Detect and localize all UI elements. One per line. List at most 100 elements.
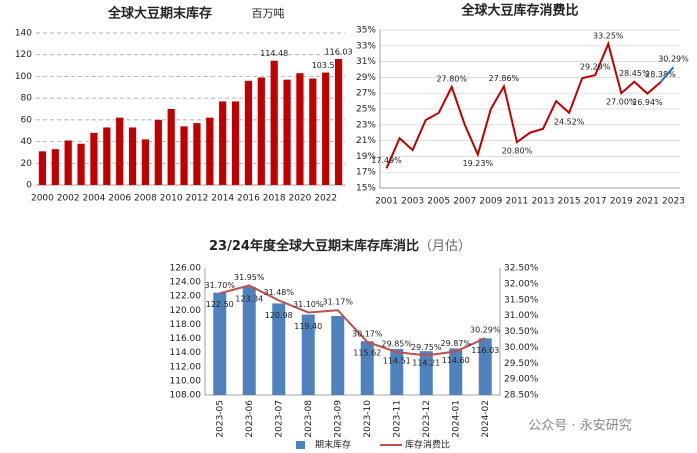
x-tick-label: 2021 xyxy=(636,197,659,207)
data-label: 114.48 xyxy=(260,49,288,58)
bar xyxy=(180,126,188,185)
bar xyxy=(334,59,343,186)
bar xyxy=(231,101,240,185)
data-label: 119.40 xyxy=(294,322,322,331)
data-label: 29.85% xyxy=(381,340,412,349)
y-tick-label: 15% xyxy=(356,184,376,194)
bar xyxy=(51,149,59,185)
bar xyxy=(257,77,265,185)
data-label: 27.00% xyxy=(606,98,637,107)
y-tick-label: 40 xyxy=(21,137,33,147)
x-tick-label: 2023-07 xyxy=(274,400,284,438)
x-tick-label: 2024-02 xyxy=(481,400,491,438)
data-label: 116.03 xyxy=(471,346,499,355)
x-tick-label: 2024-01 xyxy=(451,400,461,438)
data-label: 120.98 xyxy=(265,311,293,320)
x-tick-label: 2023-11 xyxy=(392,400,402,438)
y-tick-label: 120 xyxy=(15,50,32,60)
bar xyxy=(77,143,85,185)
data-label: 30.29% xyxy=(658,55,689,64)
y-tick-label: 17% xyxy=(356,168,376,178)
watermark: 公众号 · 永安研究 xyxy=(528,419,631,434)
x-tick-label: 2012 xyxy=(185,194,208,204)
data-label: 27.80% xyxy=(436,74,467,83)
chart-title: 全球大豆库存消费比 xyxy=(460,3,578,19)
y-tick-label: 0 xyxy=(26,181,32,191)
y-tick-label: 33% xyxy=(356,41,376,51)
data-label: 19.23% xyxy=(463,159,494,168)
data-label: 29.75% xyxy=(411,343,442,352)
y-tick-label: 60 xyxy=(21,115,33,125)
x-tick-label: 2004 xyxy=(82,194,105,204)
y-tick-label: 124.00 xyxy=(170,278,202,288)
data-label: 31.10% xyxy=(293,300,324,309)
y-tick-label: 114.00 xyxy=(170,348,202,358)
data-label: 27.86% xyxy=(489,74,520,83)
data-label: 114.60 xyxy=(442,356,470,365)
x-tick-label: 2020 xyxy=(288,194,311,204)
bar xyxy=(154,119,162,185)
y-tick-label: 31% xyxy=(356,57,376,67)
bar xyxy=(360,341,374,395)
data-label: 24.52% xyxy=(554,117,585,126)
y2-tick-label: 28.50% xyxy=(504,391,539,401)
bar xyxy=(193,123,201,185)
y-tick-label: 110.00 xyxy=(170,376,202,386)
x-tick-label: 2013 xyxy=(532,197,555,207)
chart-title: 23/24年度全球大豆期末库存库消比（月估） xyxy=(209,238,471,254)
data-label: 122.50 xyxy=(206,300,234,309)
data-label: 28.38% xyxy=(645,70,676,79)
data-label: 33.25% xyxy=(593,31,624,40)
data-label: 29.29% xyxy=(580,63,611,72)
y-tick-label: 116.00 xyxy=(170,334,202,344)
x-tick-label: 2023-10 xyxy=(363,400,373,438)
data-label: 17.49% xyxy=(371,156,402,165)
x-tick-label: 2019 xyxy=(610,197,633,207)
data-label: 29.87% xyxy=(440,339,471,348)
data-label: 114.21 xyxy=(412,359,440,368)
x-tick-label: 2009 xyxy=(479,197,502,207)
bar xyxy=(449,348,463,395)
bar xyxy=(141,139,150,185)
bar xyxy=(272,303,286,395)
y2-tick-label: 31.00% xyxy=(504,311,539,321)
bar xyxy=(128,127,137,185)
bar xyxy=(478,338,492,395)
x-tick-label: 2016 xyxy=(237,194,260,204)
bar xyxy=(244,80,253,185)
x-tick-label: 2003 xyxy=(401,197,424,207)
y-tick-label: 27% xyxy=(356,89,376,99)
y2-tick-label: 30.00% xyxy=(504,343,539,353)
bar xyxy=(64,140,72,185)
y2-tick-label: 31.50% xyxy=(504,295,539,305)
x-tick-label: 2014 xyxy=(211,194,234,204)
bar xyxy=(167,109,175,185)
data-label: 31.95% xyxy=(234,273,265,282)
data-label: 20.80% xyxy=(502,147,533,156)
data-label: 31.17% xyxy=(322,298,353,307)
y-tick-label: 120.00 xyxy=(170,306,202,316)
y-tick-label: 35% xyxy=(356,26,376,36)
y2-tick-label: 32.00% xyxy=(504,279,539,289)
title-note: （月估） xyxy=(419,239,471,254)
bar xyxy=(116,117,124,185)
bar xyxy=(301,314,315,395)
x-tick-label: 2018 xyxy=(263,194,286,204)
bar xyxy=(390,349,404,395)
y2-tick-label: 30.50% xyxy=(504,327,539,337)
y-tick-label: 23% xyxy=(356,120,376,130)
y-tick-label: 118.00 xyxy=(170,320,202,330)
data-label: 123.34 xyxy=(235,294,263,303)
data-label: 30.29% xyxy=(470,326,501,335)
bar xyxy=(90,132,98,185)
data-label: 31.48% xyxy=(263,288,294,297)
y-tick-label: 126.00 xyxy=(170,264,202,274)
x-tick-label: 2023-06 xyxy=(245,400,255,438)
x-tick-label: 2000 xyxy=(31,194,54,204)
data-label: 26.94% xyxy=(632,98,663,107)
bar xyxy=(103,127,111,185)
data-label: 114.51 xyxy=(383,357,411,366)
x-tick-label: 2006 xyxy=(108,194,131,204)
bar xyxy=(38,151,47,185)
y-tick-label: 20 xyxy=(21,159,33,169)
